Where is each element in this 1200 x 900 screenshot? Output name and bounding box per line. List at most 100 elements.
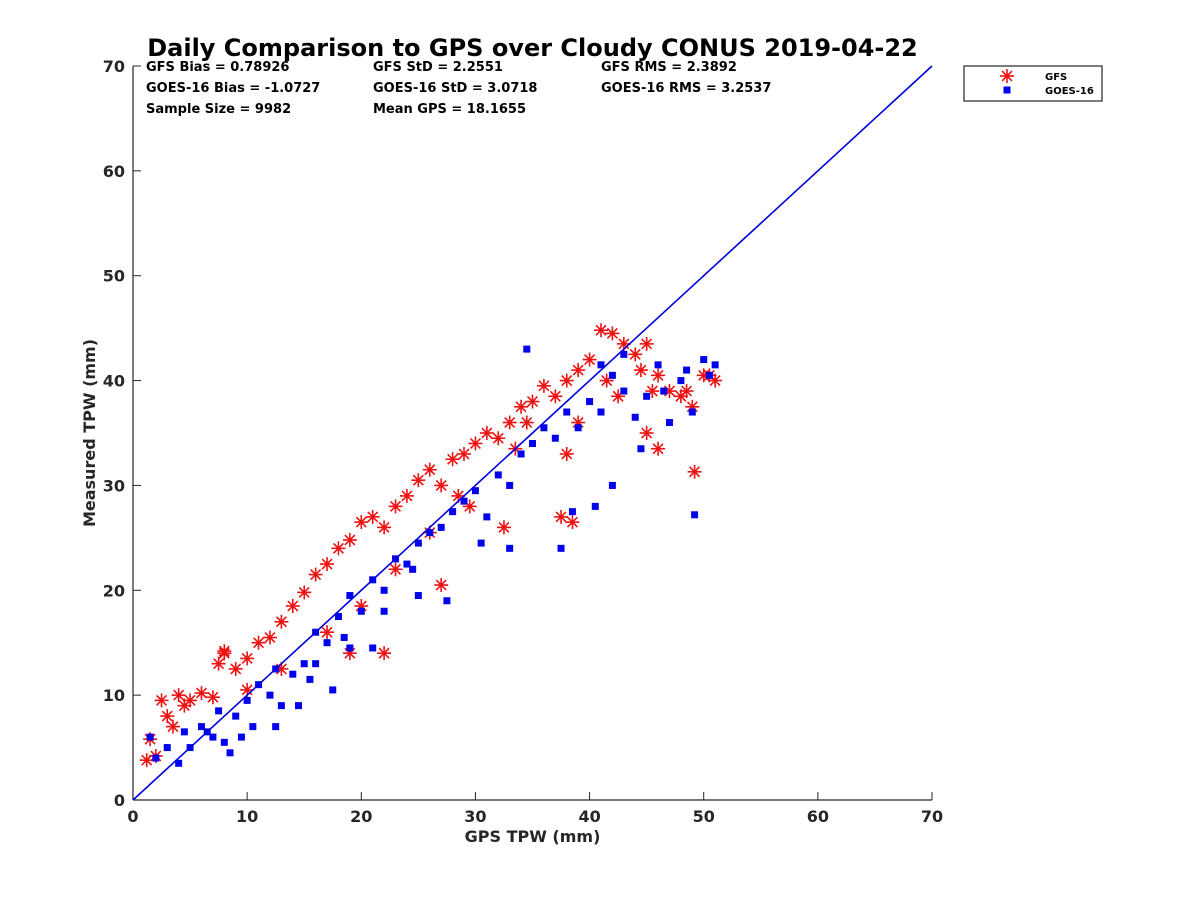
gfs-point — [605, 326, 620, 341]
gfs-point-stroke — [435, 579, 447, 591]
gfs-point — [679, 384, 694, 399]
gfs-point — [262, 630, 277, 645]
goes16-point — [608, 371, 616, 379]
x-tick-label: 40 — [578, 807, 600, 826]
gfs-point-stroke — [538, 380, 550, 392]
gfs-point — [194, 686, 209, 701]
gfs-point-stroke — [367, 511, 379, 523]
gfs-point — [165, 719, 180, 734]
gfs-point — [377, 646, 392, 661]
goes16-point — [209, 733, 217, 741]
x-tick-label: 20 — [350, 807, 372, 826]
goes16-point — [266, 691, 274, 699]
y-tick-label: 50 — [103, 267, 125, 286]
legend-box — [963, 65, 1103, 102]
goes16-point — [665, 419, 673, 427]
gfs-point — [171, 688, 186, 703]
gfs-point — [297, 585, 312, 600]
gfs-point — [274, 614, 289, 629]
gfs-point-stroke — [390, 563, 402, 575]
gfs-point — [342, 532, 357, 547]
legend-gfs-stroke — [1001, 70, 1013, 82]
goes16-point — [517, 450, 525, 458]
gfs-point-stroke — [549, 390, 561, 402]
gfs-point-stroke — [652, 369, 664, 381]
gfs-point-stroke — [526, 396, 539, 408]
gfs-point — [548, 389, 563, 404]
goes16-point — [660, 387, 668, 395]
gfs-point — [479, 426, 494, 440]
goes16-point — [329, 686, 337, 694]
goes16-point — [163, 744, 171, 752]
gfs-point-stroke — [464, 500, 476, 512]
goes16-point — [688, 408, 696, 416]
gfs-point-stroke — [173, 689, 185, 701]
gfs-point-stroke — [332, 542, 344, 554]
goes16-point — [300, 660, 308, 668]
goes16-point — [620, 387, 628, 395]
gfs-point — [285, 599, 300, 614]
gfs-point-stroke — [321, 626, 333, 638]
gfs-point — [651, 368, 666, 383]
gfs-point-stroke — [452, 490, 464, 502]
x-tick-label: 60 — [807, 807, 829, 826]
y-tick-label: 30 — [103, 476, 125, 495]
stat-text: Mean GPS = 18.1655 — [373, 102, 526, 117]
y-tick-label: 0 — [114, 791, 125, 810]
gfs-point-stroke — [298, 586, 310, 598]
x-tick-label: 30 — [464, 807, 486, 826]
gfs-point-stroke — [156, 694, 168, 706]
gfs-point — [308, 567, 323, 582]
gfs-point — [651, 441, 666, 456]
gfs-point — [645, 384, 660, 399]
y-axis-title: Measured TPW (mm) — [80, 339, 99, 527]
goes16-point — [529, 439, 536, 447]
goes16-point — [477, 539, 485, 547]
chart-title: Daily Comparison to GPS over Cloudy CONU… — [147, 34, 918, 62]
x-tick-label: 70 — [921, 807, 943, 826]
gfs-point — [593, 323, 608, 338]
gfs-point-stroke — [458, 448, 470, 460]
goes16-point — [340, 633, 348, 641]
goes16-point — [443, 597, 451, 605]
legend-goes16-marker — [1003, 86, 1011, 94]
goes16-point — [506, 544, 514, 552]
x-axis-title: GPS TPW (mm) — [465, 827, 601, 846]
goes16-point — [631, 413, 639, 421]
gfs-point-stroke — [424, 464, 436, 476]
gfs-point-stroke — [344, 534, 356, 546]
gfs-point-stroke — [469, 437, 481, 450]
stat-text: GOES-16 Bias = -1.0727 — [146, 81, 320, 96]
gfs-point-stroke — [264, 631, 276, 643]
goes16-point — [683, 366, 691, 374]
goes16-point — [705, 371, 713, 379]
goes16-point — [471, 487, 479, 495]
gfs-point-stroke — [207, 691, 219, 703]
goes16-point — [494, 471, 502, 479]
goes16-point — [523, 345, 531, 353]
reference-line — [132, 65, 933, 801]
goes16-point — [249, 723, 257, 731]
goes16-point — [295, 702, 303, 710]
goes16-point — [277, 702, 285, 710]
gfs-point-stroke — [218, 645, 230, 657]
goes16-point — [369, 644, 377, 652]
legend-goes16-label: GOES-16 — [1045, 86, 1094, 97]
gfs-point — [559, 446, 574, 461]
gfs-point — [160, 709, 175, 724]
gfs-point-stroke — [555, 511, 567, 523]
goes16-point — [460, 497, 468, 505]
gfs-point-stroke — [566, 516, 578, 528]
gfs-point-stroke — [230, 663, 242, 675]
goes16-point — [380, 607, 388, 615]
gfs-point-stroke — [681, 385, 693, 397]
goes16-point — [272, 723, 280, 731]
gfs-point-stroke — [184, 694, 196, 706]
gfs-point — [217, 644, 232, 659]
gfs-point — [502, 415, 517, 430]
stat-text: GFS Bias = 0.78926 — [146, 60, 289, 75]
goes16-point — [180, 728, 188, 736]
gfs-point — [354, 515, 369, 530]
